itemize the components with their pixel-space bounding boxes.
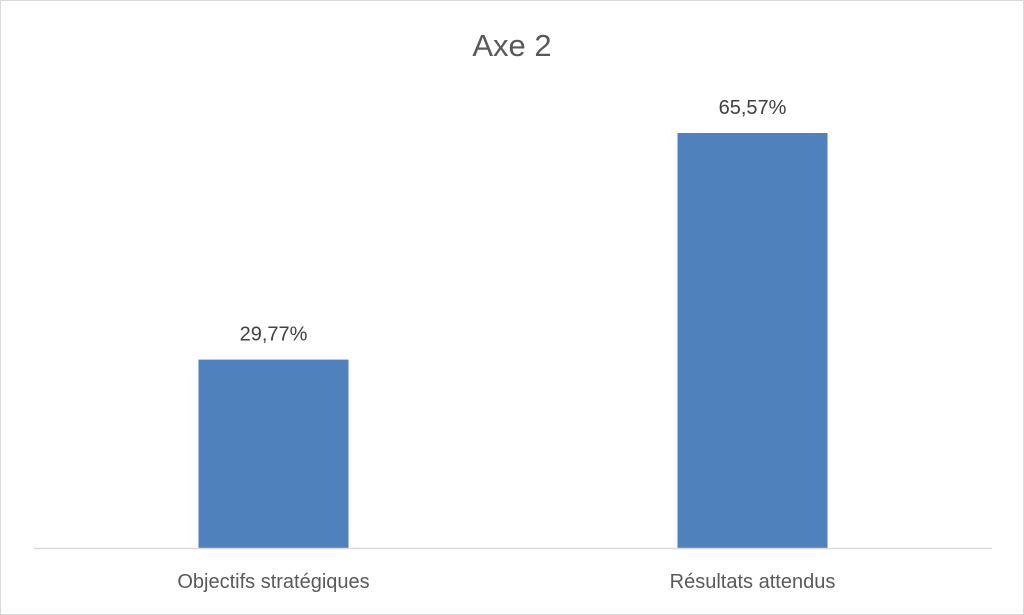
labels-layer: 29,77% Objectifs stratégiques 65,57% Résult… bbox=[177, 97, 835, 593]
x-tick-label-1: Objectifs stratégiques bbox=[177, 571, 369, 593]
data-label-2: 65,57% bbox=[719, 97, 787, 119]
bar-2 bbox=[677, 133, 828, 548]
chart-title: Axe 2 bbox=[472, 28, 552, 63]
data-label-1: 29,77% bbox=[240, 324, 308, 346]
x-tick-label-2: Résultats attendus bbox=[670, 571, 836, 593]
bar-1 bbox=[198, 359, 349, 548]
bars-layer bbox=[198, 133, 828, 548]
